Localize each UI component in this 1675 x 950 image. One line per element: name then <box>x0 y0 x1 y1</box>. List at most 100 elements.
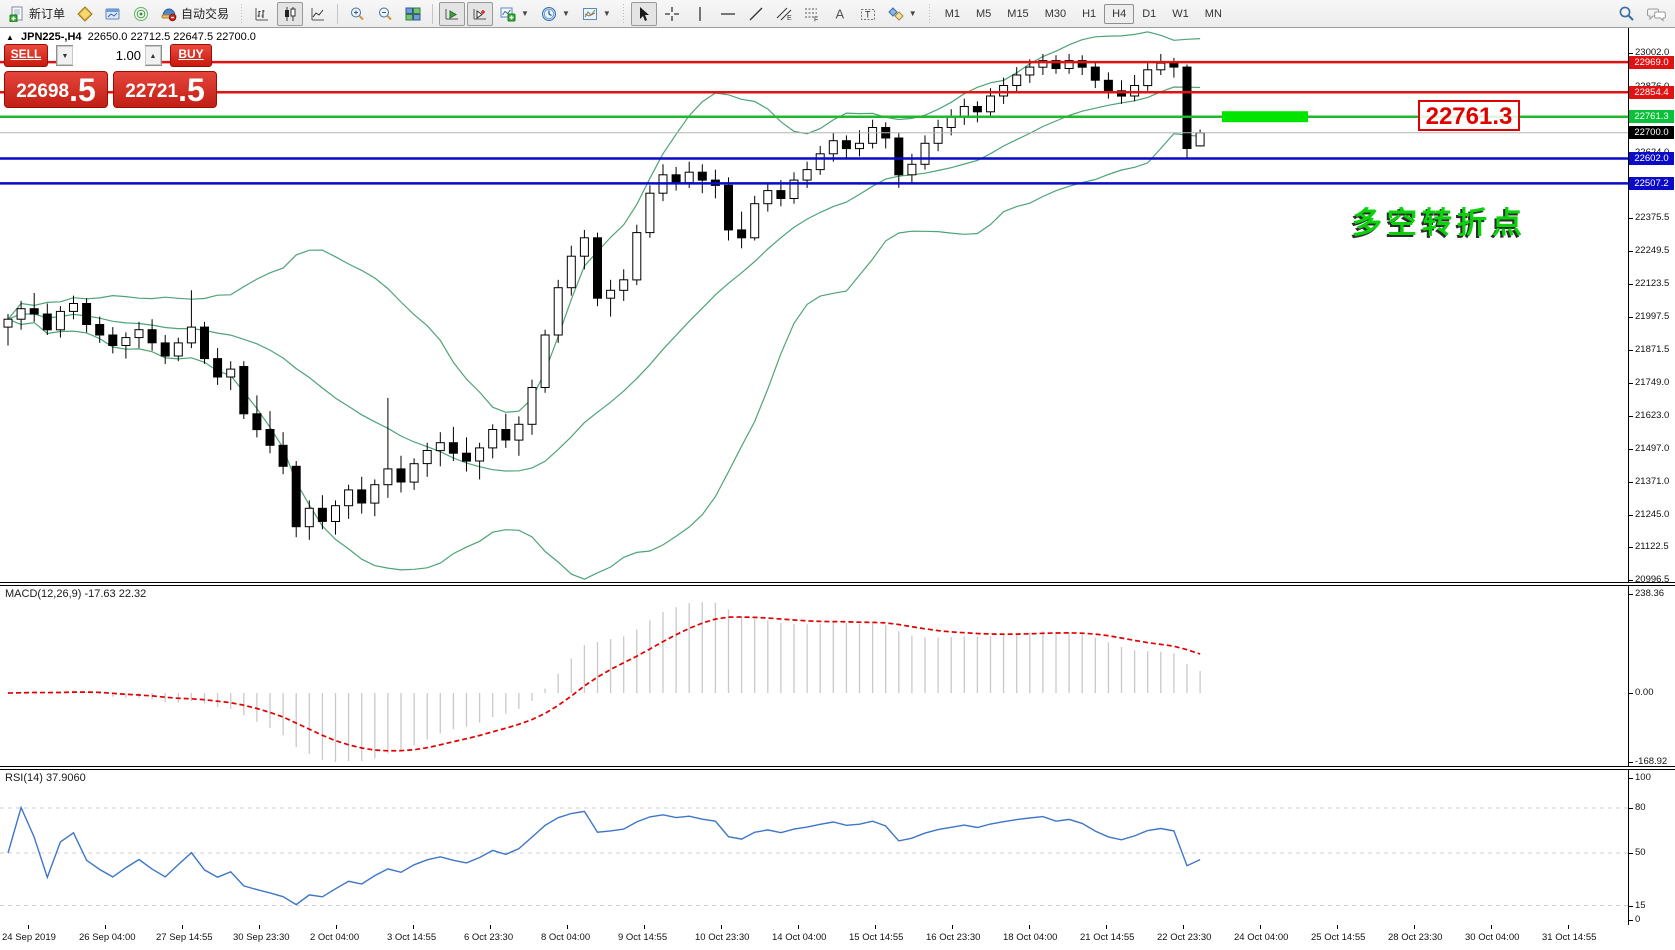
horizontal-line-tool-button[interactable] <box>715 2 741 26</box>
templates-dropdown-arrow: ▼ <box>602 9 611 18</box>
price-axis-frame-line <box>1628 28 1629 925</box>
zoom-out-icon <box>379 7 392 20</box>
timeframe-M30[interactable]: M30 <box>1044 7 1067 20</box>
search-button[interactable] <box>1613 2 1640 26</box>
timeframe-D1[interactable]: D1 <box>1142 7 1157 20</box>
macd-pane-canvas[interactable] <box>0 586 1628 766</box>
shapes-icon <box>888 6 904 21</box>
time-tick-label: 27 Sep 14:55 <box>156 932 213 943</box>
signals-button[interactable] <box>128 2 154 26</box>
add-indicator-dropdown-arrow: ▼ <box>521 9 529 18</box>
rsi-scale-label: 100 <box>1629 772 1675 784</box>
rsi-pane-canvas[interactable] <box>0 770 1628 925</box>
volume-input[interactable] <box>73 45 145 66</box>
time-tick-label: 10 Oct 23:30 <box>695 932 750 943</box>
time-tick-mark <box>105 925 106 929</box>
volume-decrease-button[interactable]: ▼ <box>57 46 73 65</box>
time-tick-mark <box>259 925 260 929</box>
price-tick-label: 21371.0 <box>1629 476 1675 488</box>
ohlc-summary: 22650.0 22712.5 22647.5 22700.0 <box>87 31 256 43</box>
chart-shift-button[interactable] <box>467 1 494 26</box>
collapse-panel-icon[interactable]: ▲ <box>6 33 14 42</box>
periods-button[interactable]: ▼ <box>536 2 575 26</box>
crosshair-tool-button[interactable] <box>659 2 685 26</box>
timeframe-M1[interactable]: M1 <box>944 7 960 20</box>
bar-chart-button[interactable] <box>249 2 275 26</box>
volume-increase-button[interactable]: ▲ <box>145 46 161 65</box>
timeframe-H1[interactable]: H1 <box>1082 7 1097 20</box>
chat-button[interactable] <box>1642 2 1671 26</box>
pane-separator-macd[interactable] <box>0 582 1675 586</box>
macd-indicator-label: MACD(12,26,9) -17.63 22.32 <box>5 588 147 600</box>
line-chart-icon <box>311 7 325 20</box>
timeframe-MN[interactable]: MN <box>1204 7 1222 20</box>
tile-windows-button[interactable] <box>400 2 426 26</box>
timeframe-group: M1 M5 M15 M30 H1 H4 D1 W1 MN <box>937 3 1230 24</box>
trendline-icon <box>749 7 763 20</box>
macd-scale-min: -168.92 <box>1629 756 1675 768</box>
time-tick-label: 18 Oct 04:00 <box>1003 932 1058 943</box>
timeframe-H4[interactable]: H4 <box>1104 3 1135 24</box>
timeframe-M15[interactable]: M15 <box>1007 7 1029 20</box>
price-tick-label: 21749.0 <box>1629 377 1675 389</box>
price-badge: 22700.0 <box>1629 126 1674 140</box>
time-tick-label: 26 Sep 04:00 <box>79 932 136 943</box>
zoom-in-button[interactable] <box>344 2 370 26</box>
buy-price-button[interactable]: 22721.5 <box>113 71 217 108</box>
sell-button[interactable]: SELL <box>4 44 48 67</box>
time-tick-mark <box>1337 925 1338 929</box>
channel-tool-button[interactable]: E <box>771 2 797 26</box>
trendline-tool-button[interactable] <box>743 2 769 26</box>
price-tick-label: 23002.0 <box>1629 47 1675 59</box>
auto-trading-icon <box>161 7 177 21</box>
text-label-tool-button[interactable]: T <box>855 2 881 26</box>
svg-text:F: F <box>814 16 818 22</box>
zoom-out-button[interactable] <box>372 2 398 26</box>
shapes-tool-button[interactable]: ▼ <box>883 2 922 26</box>
text-tool-button[interactable]: A <box>827 2 853 26</box>
profiles-button[interactable] <box>72 2 98 26</box>
auto-scroll-button[interactable] <box>439 1 466 26</box>
search-icon <box>1619 6 1634 21</box>
new-order-button[interactable]: 新订单 <box>4 2 70 26</box>
candlestick-chart-button[interactable] <box>277 1 304 26</box>
pane-separator-rsi[interactable] <box>0 766 1675 770</box>
chat-icon <box>1647 8 1666 22</box>
line-chart-button[interactable] <box>305 2 331 26</box>
level-price-callout[interactable]: 22761.3 <box>1418 100 1520 131</box>
buy-button[interactable]: BUY <box>170 44 212 67</box>
auto-trading-button[interactable]: 自动交易 <box>156 2 234 26</box>
price-tick-label: 21871.5 <box>1629 344 1675 356</box>
fibonacci-tool-button[interactable]: F <box>799 2 825 26</box>
turning-point-note[interactable]: 多空转折点 <box>1352 207 1527 240</box>
new-order-label: 新订单 <box>29 7 66 21</box>
timeframe-W1[interactable]: W1 <box>1172 7 1189 20</box>
time-axis[interactable]: 24 Sep 2019 26 Sep 04:00 27 Sep 14:55 30 Se… <box>0 925 1675 950</box>
vertical-line-tool-button[interactable] <box>687 2 713 26</box>
timeframe-M5[interactable]: M5 <box>976 7 992 20</box>
cursor-tool-button[interactable] <box>630 1 657 26</box>
templates-button[interactable]: ▼ <box>577 2 616 26</box>
rsi-indicator-label: RSI(14) 37.9060 <box>5 772 86 784</box>
auto-trading-label: 自动交易 <box>181 7 230 21</box>
time-tick-mark <box>1568 925 1569 929</box>
add-indicator-button[interactable]: ▼ <box>495 2 534 26</box>
fibonacci-icon: F <box>804 8 818 22</box>
macd-scale-zero: 0.00 <box>1629 687 1675 699</box>
time-tick-mark <box>1414 925 1415 929</box>
symbol-period-label: JPN225-,H4 <box>20 31 82 43</box>
time-tick-mark <box>721 925 722 929</box>
price-tick-label: 21245.0 <box>1629 509 1675 521</box>
market-watch-button[interactable] <box>100 2 126 26</box>
shapes-dropdown-arrow: ▼ <box>908 9 917 18</box>
time-tick-label: 22 Oct 23:30 <box>1157 932 1212 943</box>
clock-icon <box>541 6 556 21</box>
price-badge: 22761.3 <box>1629 110 1674 124</box>
price-tick-label: 22249.5 <box>1629 245 1675 257</box>
profiles-icon <box>77 5 93 22</box>
time-tick-label: 9 Oct 14:55 <box>618 932 668 943</box>
sell-price-button[interactable]: 22698.5 <box>4 71 108 108</box>
price-axis[interactable]: 23002.022876.022750.022624.022498.022375… <box>1629 28 1675 925</box>
time-tick-mark <box>1029 925 1030 929</box>
main-chart-canvas[interactable] <box>0 28 1628 582</box>
